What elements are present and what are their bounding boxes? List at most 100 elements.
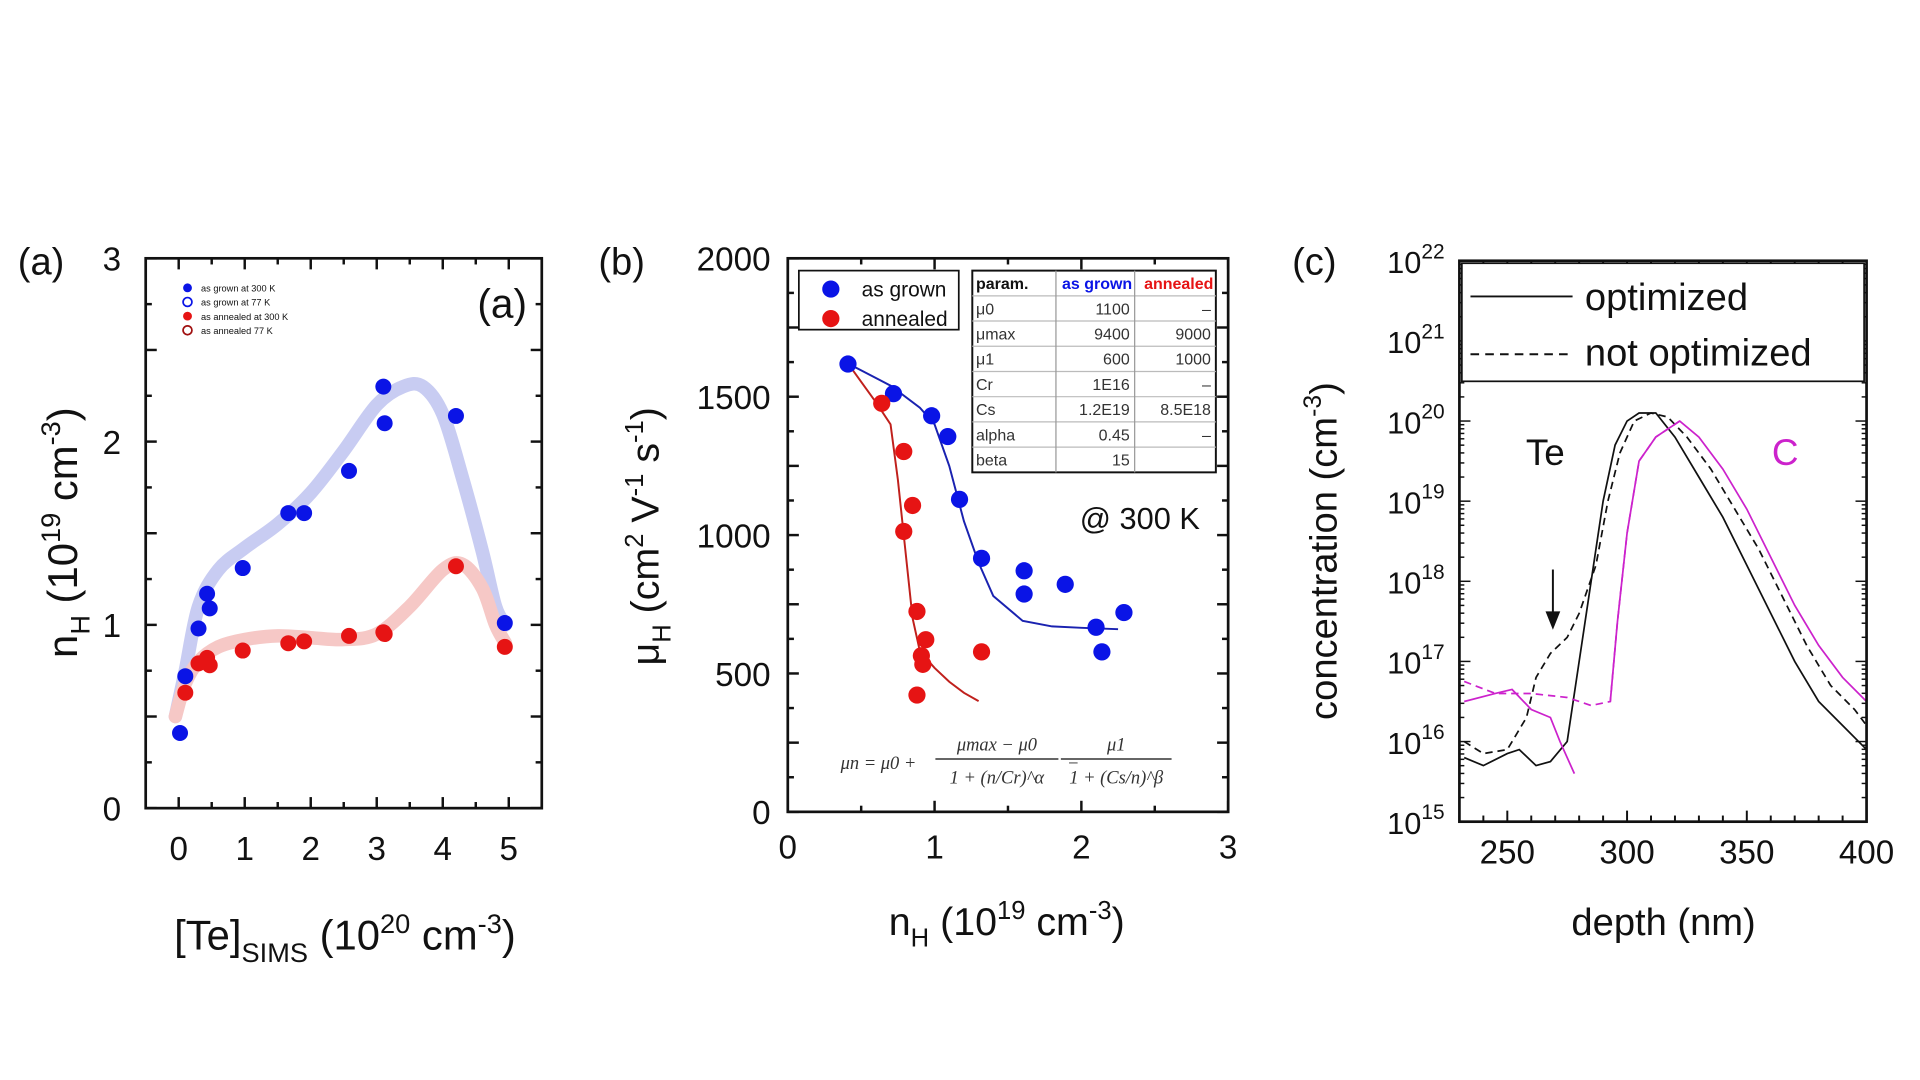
label-part: -3 [1300, 395, 1327, 417]
y-tick-label: 2 [103, 425, 121, 462]
label-part: 10 [1387, 726, 1421, 761]
label-part: -1 [621, 420, 649, 443]
legend-label: as grown at 77 K [201, 298, 271, 308]
y-tick-label: 3 [103, 242, 121, 279]
table-cell: – [1202, 427, 1211, 444]
table-cell: 15 [1112, 453, 1130, 470]
x-tick-label: 1 [925, 830, 943, 867]
x-tick-label: 2 [301, 831, 319, 868]
x-tick-label: 300 [1599, 835, 1654, 872]
as-grown-fit-line [847, 362, 1119, 631]
as-grown-point [972, 549, 991, 567]
legend-marker [822, 280, 840, 298]
label-part: (10 [308, 912, 380, 959]
annealed-point [914, 655, 932, 673]
as-grown-point [177, 668, 194, 685]
annealed-point [972, 643, 991, 661]
annealed-guide-curve [168, 556, 513, 724]
y-tick-label: 0 [103, 791, 121, 828]
y-tick-label: 1000 [697, 518, 771, 555]
legend-label: annealed [862, 308, 948, 331]
label-part: 10 [1387, 485, 1421, 520]
arrow-down-icon [1545, 611, 1561, 630]
annealed-fit-line [847, 362, 980, 702]
legend-box [1461, 262, 1865, 383]
legend-label: as grown [862, 278, 947, 301]
panel-a-label: (a) [18, 240, 65, 283]
label-part: SIMS [242, 937, 308, 968]
label-part: 18 [1421, 561, 1444, 584]
y-tick-label: 2000 [697, 242, 771, 279]
label-part: 22 [1421, 240, 1444, 263]
x-tick-label: 0 [779, 830, 797, 867]
x-tick-label: 5 [500, 831, 518, 868]
legend-label: as grown at 300 K [201, 284, 276, 294]
annealed-point [280, 635, 297, 652]
y-axis-label: μH (cm2 V-1 s-1) [621, 407, 677, 665]
x-tick-label: 350 [1719, 835, 1774, 872]
label-part: 10 [1387, 245, 1421, 280]
x-axis-label: [Te]SIMS (1020 cm-3) [174, 908, 516, 968]
as-grown-point [884, 385, 903, 403]
x-tick-label: 250 [1480, 835, 1535, 872]
label-part: cm [410, 912, 477, 959]
table-cell: 1000 [1175, 352, 1211, 369]
label-part: 10 [1387, 325, 1421, 360]
x-tick-label: 400 [1839, 835, 1894, 872]
as-grown-point [447, 407, 464, 424]
y-axis-label: nH (1019 cm-3) [35, 407, 95, 658]
x-axis-label: nH (1019 cm-3) [889, 897, 1125, 953]
te-annotation: Te [1526, 432, 1565, 473]
label-part: ) [39, 407, 86, 421]
x-tick-label: 2 [1072, 830, 1090, 867]
inner-panel-label: (a) [477, 280, 527, 326]
as-grown-point [939, 427, 957, 446]
legend-marker [183, 283, 192, 293]
label-part: (cm [624, 548, 668, 625]
y-tick-label: 1021 [1387, 320, 1444, 360]
label-part: 10 [1387, 405, 1421, 440]
table-cell: – [1202, 377, 1211, 394]
equation-lhs: μn = μ0 + [840, 753, 917, 773]
legend-marker [822, 309, 840, 328]
y-tick-label: 1020 [1387, 401, 1444, 441]
equation-frac1-den: 1 + (n/Cr)^α [950, 768, 1045, 789]
param-table: param. as grown annealed μ0 1100 – μmax 9400 900… [971, 269, 1217, 474]
table-header: param. [976, 276, 1028, 293]
as-grown-point [201, 600, 218, 617]
label-part: 20 [380, 908, 410, 939]
as-grown-point [296, 505, 313, 522]
label-part: H [648, 624, 676, 642]
table-cell: 600 [1103, 352, 1130, 369]
legend-marker [182, 296, 193, 308]
equation-frac2-den: 1 + (Cs/n)^β [1069, 768, 1164, 789]
legend: as grown annealed [798, 269, 960, 331]
y-axis-label: concentration (cm-3) [1300, 382, 1345, 720]
as-grown-point [341, 462, 358, 479]
table-cell: 1E16 [1092, 377, 1129, 394]
as-grown-point [1056, 575, 1074, 593]
table-cell: – [1202, 301, 1211, 318]
as-grown-point [839, 355, 857, 373]
as-grown-point [190, 620, 207, 637]
plot-frame [786, 256, 1230, 814]
as-grown-point [923, 407, 941, 425]
table-cell: 1.2E19 [1079, 402, 1130, 419]
label-part: 10 [1387, 566, 1421, 601]
panel-c-label: (c) [1292, 240, 1336, 283]
y-tick-label: 500 [715, 657, 770, 694]
label-part: n [39, 635, 86, 658]
label-part: n [889, 900, 911, 944]
label-part: ) [1112, 900, 1125, 944]
as-grown-point [172, 725, 189, 742]
y-tick-label: 1 [103, 608, 121, 645]
as-grown-point [280, 505, 297, 522]
c-solid-profile [1609, 419, 1868, 703]
as-grown-point [1087, 618, 1105, 636]
label-part: 19 [997, 897, 1025, 925]
annealed-point [908, 686, 926, 704]
legend-label: not optimized [1585, 331, 1812, 374]
y-tick-label: 1500 [697, 380, 771, 417]
